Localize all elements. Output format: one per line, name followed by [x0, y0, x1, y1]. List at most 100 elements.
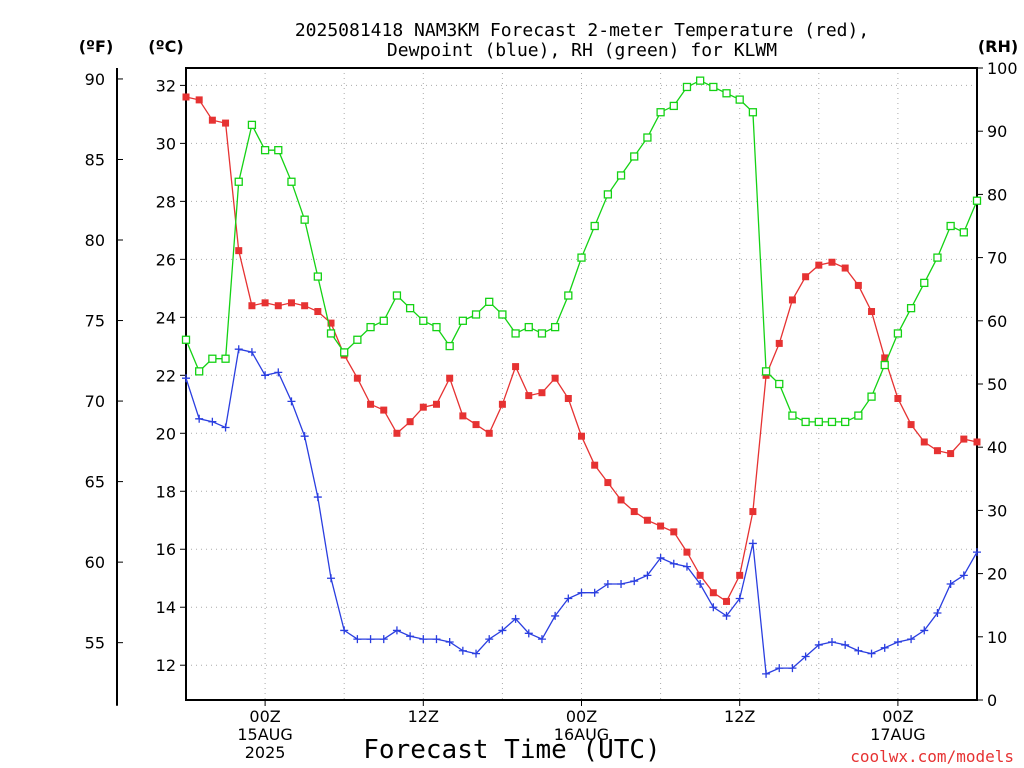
- dewpoint-point: [827, 638, 836, 647]
- rh-tick-label: 80: [987, 185, 1007, 204]
- series-line-dewpoint: [185, 348, 978, 675]
- fahrenheit-unit-label: (ºF): [79, 37, 114, 56]
- rh-point: [511, 329, 520, 338]
- rh-point: [959, 228, 968, 237]
- rh-tick-label: 30: [987, 501, 1007, 520]
- temperature-point: [960, 435, 968, 443]
- temperature-point: [709, 589, 717, 597]
- dewpoint-point: [182, 374, 190, 383]
- rh-point: [353, 335, 362, 344]
- dewpoint-point: [300, 432, 309, 441]
- rh-point: [485, 297, 494, 306]
- rh-point: [274, 146, 283, 155]
- temperature-point: [683, 548, 691, 556]
- rh-point: [893, 329, 903, 338]
- fahrenheit-tick-label: 60: [85, 553, 105, 572]
- temperature-point: [868, 308, 876, 316]
- temperature-point: [617, 496, 625, 504]
- dewpoint-point: [920, 626, 929, 635]
- celsius-tick-label: 12: [156, 656, 176, 675]
- temperature-point: [907, 421, 915, 429]
- temperature-point: [432, 400, 440, 408]
- temperature-point: [261, 299, 269, 307]
- rh-tick-label: 10: [987, 628, 1007, 647]
- celsius-tick-label: 32: [156, 76, 176, 95]
- rh-point: [972, 196, 982, 205]
- rh-point: [854, 411, 863, 420]
- dewpoint-point: [682, 562, 691, 571]
- celsius-tick-label: 24: [156, 308, 176, 327]
- dewpoint-point: [195, 414, 204, 423]
- rh-point: [906, 304, 916, 313]
- rh-point: [827, 417, 837, 427]
- temperature-point: [749, 508, 757, 516]
- temperature-point: [551, 374, 559, 382]
- dewpoint-point: [537, 635, 546, 644]
- temperature-point: [287, 299, 295, 307]
- temperature-point: [736, 571, 744, 579]
- dewpoint-point: [748, 539, 757, 548]
- temperature-point: [367, 400, 375, 408]
- temperature-point: [208, 116, 216, 124]
- dewpoint-point: [946, 580, 955, 589]
- celsius-tick-label: 14: [156, 598, 176, 617]
- temperature-point: [564, 394, 572, 402]
- series-line-rh: [185, 79, 978, 423]
- fahrenheit-tick-label: 90: [85, 70, 105, 89]
- rh-point: [564, 291, 573, 300]
- rh-point: [933, 253, 942, 262]
- temperature-point: [525, 392, 533, 400]
- fahrenheit-tick-label: 85: [85, 150, 105, 169]
- dewpoint-point: [208, 417, 217, 426]
- fahrenheit-tick-label: 70: [85, 392, 105, 411]
- dewpoint-point: [551, 611, 560, 620]
- dewpoint-point: [814, 640, 823, 649]
- temperature-point: [723, 597, 731, 605]
- rh-point: [221, 354, 230, 363]
- rh-tick-label: 50: [987, 375, 1007, 394]
- axes-layer: 12 14 16 18 20 22 24 26 28 30 32 55 60 65 70 75 80 85 90 0 1…: [85, 59, 1018, 762]
- rh-point: [181, 335, 191, 344]
- dewpoint-point: [261, 371, 270, 380]
- temperature-point: [815, 261, 823, 269]
- temperature-point: [881, 354, 889, 362]
- dewpoint-point: [617, 580, 626, 589]
- temperature-point: [591, 461, 599, 469]
- dewpoint-point: [234, 345, 243, 354]
- dewpoint-point: [287, 397, 296, 406]
- temperature-point: [235, 247, 243, 255]
- rh-point: [841, 417, 850, 427]
- dewpoint-point: [709, 603, 718, 612]
- rh-point: [630, 152, 639, 161]
- temperature-point: [604, 479, 612, 487]
- dewpoint-point: [907, 635, 916, 644]
- dewpoint-point: [973, 548, 981, 557]
- temperature-point: [182, 93, 190, 101]
- temperature-point: [353, 374, 361, 382]
- chart-subtitle: Dewpoint (blue), RH (green) for KLWM: [387, 40, 777, 61]
- x-tick-label: 12Z: [724, 707, 755, 726]
- temperature-point: [485, 429, 493, 437]
- temperature-point: [973, 438, 981, 446]
- temperature-point: [947, 450, 955, 458]
- rh-point: [392, 291, 402, 300]
- dewpoint-point: [524, 629, 533, 638]
- rh-point: [722, 89, 731, 98]
- rh-point: [946, 221, 955, 231]
- rh-point: [643, 133, 652, 142]
- temperature-point: [578, 432, 585, 440]
- temperature-point: [538, 389, 546, 397]
- rh-point: [920, 278, 929, 288]
- celsius-tick-label: 30: [156, 134, 176, 153]
- rh-point: [814, 417, 823, 427]
- dewpoint-point: [577, 588, 586, 597]
- dewpoint-point: [880, 643, 889, 652]
- celsius-tick-label: 16: [156, 540, 176, 559]
- dewpoint-point: [458, 646, 467, 655]
- x-tick-label: 00Z: [249, 707, 280, 726]
- rh-tick-label: 100: [987, 59, 1018, 78]
- rh-point: [208, 354, 217, 363]
- rh-point: [419, 316, 428, 325]
- temperature-point: [314, 308, 322, 316]
